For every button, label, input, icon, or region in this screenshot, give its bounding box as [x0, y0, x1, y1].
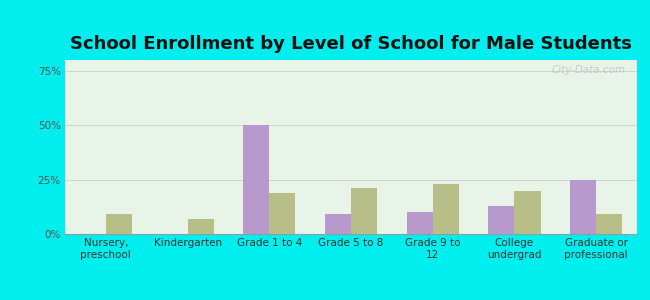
Bar [188, 219, 214, 234]
Bar [269, 193, 296, 234]
Bar [596, 214, 622, 234]
Text: City-Data.com: City-Data.com [551, 65, 625, 75]
Bar [488, 206, 514, 234]
Bar [106, 214, 132, 234]
Bar [351, 188, 377, 234]
Bar [514, 190, 541, 234]
Title: School Enrollment by Level of School for Male Students: School Enrollment by Level of School for… [70, 35, 632, 53]
Bar [325, 214, 351, 234]
Bar [243, 125, 269, 234]
Bar [433, 184, 459, 234]
Bar [406, 212, 433, 234]
Bar [570, 180, 596, 234]
